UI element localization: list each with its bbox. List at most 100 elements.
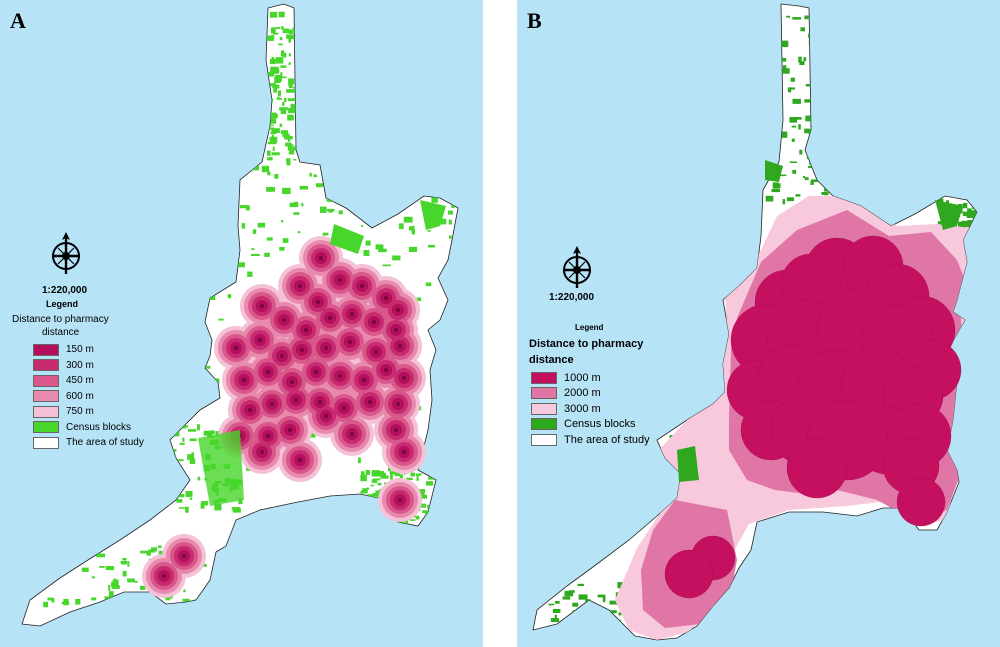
census-block	[796, 117, 802, 120]
census-block	[282, 187, 291, 195]
pharmacy-point	[288, 428, 292, 432]
census-block	[233, 589, 239, 595]
zone-1000m-circle	[786, 437, 848, 499]
census-block	[574, 613, 581, 616]
census-block	[174, 461, 178, 466]
census-block	[127, 578, 135, 583]
census-block	[51, 597, 55, 603]
census-block	[967, 208, 972, 213]
census-block	[804, 128, 810, 134]
census-block	[449, 235, 452, 239]
legend-items-b: 1000 m 2000 m 3000 m Census blocks The area …	[529, 370, 709, 448]
census-block	[187, 454, 194, 460]
census-block	[372, 478, 381, 481]
census-block	[457, 292, 458, 298]
census-block	[360, 193, 364, 199]
census-block	[290, 37, 299, 40]
pharmacy-point	[396, 308, 400, 312]
census-block	[779, 174, 787, 177]
census-block	[125, 596, 134, 598]
census-block	[327, 208, 335, 212]
census-block	[601, 619, 607, 624]
census-block	[383, 198, 392, 201]
pharmacy-point	[260, 304, 264, 308]
census-block	[444, 198, 453, 200]
census-block	[398, 223, 404, 230]
census-block	[289, 144, 294, 146]
census-block	[804, 177, 809, 181]
census-block	[105, 566, 115, 571]
legend-label: Census blocks	[564, 418, 636, 431]
distance-zone-1000m	[664, 235, 962, 599]
census-block	[270, 59, 275, 62]
census-block	[187, 429, 196, 432]
census-block	[315, 183, 323, 188]
legend-label: 300 m	[66, 359, 94, 371]
legend-subtitle-line1-a: Distance to pharmacy	[12, 314, 109, 325]
census-block	[428, 185, 432, 188]
legend-row: 600 m	[33, 389, 172, 405]
census-block	[338, 210, 343, 215]
census-block	[286, 159, 291, 166]
map-panel-a: A 1:220,000 Legend Distance to pharmacy …	[0, 0, 483, 647]
census-block	[294, 201, 299, 207]
census-block	[572, 602, 579, 607]
census-block	[352, 184, 355, 187]
census-block	[375, 166, 382, 170]
legend-swatch	[33, 421, 59, 434]
census-block	[974, 199, 977, 203]
legend-label: 600 m	[66, 390, 94, 402]
census-block	[370, 160, 374, 167]
census-block	[427, 230, 431, 232]
census-block	[114, 578, 117, 583]
census-block	[234, 578, 238, 585]
census-block	[967, 231, 975, 236]
census-block	[795, 194, 801, 197]
census-block	[804, 15, 809, 20]
map-a-svg	[21, 3, 459, 627]
census-block	[268, 98, 274, 103]
census-block	[805, 115, 814, 122]
census-block	[197, 424, 200, 431]
census-block	[278, 11, 285, 18]
scale-label-a: 1:220,000	[42, 285, 88, 296]
census-block	[383, 182, 392, 187]
pharmacy-point	[384, 296, 388, 300]
pharmacy-point	[348, 340, 352, 344]
census-block	[799, 61, 805, 65]
census-block	[279, 246, 285, 251]
census-block	[112, 585, 120, 589]
census-block	[284, 97, 287, 102]
census-block	[108, 584, 111, 591]
census-block	[295, 22, 303, 25]
census-block	[287, 98, 297, 102]
census-block	[151, 547, 158, 552]
census-block	[614, 627, 620, 631]
legend-swatch	[33, 374, 59, 387]
census-block	[387, 175, 394, 180]
census-block	[817, 176, 820, 181]
census-block	[618, 612, 622, 616]
census-block	[270, 67, 273, 71]
census-block	[973, 233, 977, 237]
census-block	[251, 253, 260, 256]
census-block	[267, 141, 277, 145]
census-block	[456, 175, 458, 182]
census-block	[441, 179, 446, 182]
census-block	[272, 33, 279, 35]
census-block	[271, 134, 275, 138]
census-block	[223, 546, 232, 550]
census-block-large-a	[198, 430, 244, 506]
census-block	[370, 484, 374, 487]
census-block	[376, 172, 381, 176]
census-block	[803, 176, 805, 178]
census-block	[411, 185, 419, 190]
census-block	[237, 262, 245, 268]
census-block	[288, 53, 291, 57]
census-block	[309, 172, 312, 177]
census-block	[126, 602, 130, 609]
census-block	[288, 78, 295, 85]
census-block	[826, 183, 834, 186]
census-block	[182, 437, 185, 442]
census-block	[96, 553, 106, 558]
